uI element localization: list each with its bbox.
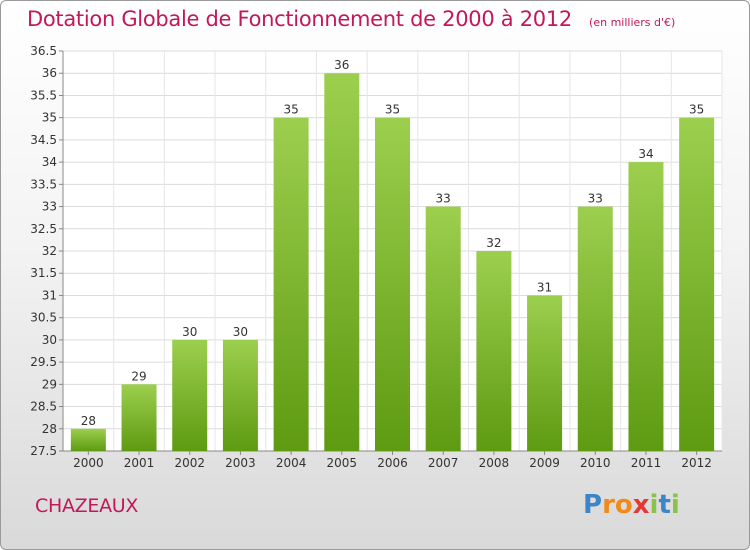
bar [527, 295, 563, 451]
commune-name: CHAZEAUX [35, 495, 139, 517]
logo-letter: t [658, 490, 671, 520]
x-tick-label: 2005 [327, 456, 358, 470]
y-tick-label: 35.5 [30, 88, 57, 102]
bar-value-label: 30 [233, 325, 248, 339]
y-tick-label: 34.5 [30, 133, 57, 147]
bar-value-label: 33 [436, 192, 451, 206]
labels: 27.5 28 28.5 29 29.5 30 30.5 31 31.5 32 32.5 33 33.5… [30, 44, 712, 470]
bar-value-label: 33 [588, 192, 603, 206]
bar-value-label: 28 [81, 414, 96, 428]
bar [628, 162, 664, 451]
y-tick-label: 35 [42, 111, 57, 125]
x-tick-label: 2007 [428, 456, 459, 470]
bar [577, 206, 613, 451]
bar-value-label: 30 [182, 325, 197, 339]
y-tick-label: 30.5 [30, 311, 57, 325]
logo-letter: i [670, 490, 680, 520]
y-tick-label: 29.5 [30, 355, 57, 369]
bar [273, 117, 309, 452]
logo-letter: i [649, 490, 659, 520]
x-tick-label: 2010 [580, 456, 611, 470]
logo-letter: x [632, 490, 650, 520]
y-tick-label: 31.5 [30, 266, 57, 280]
bar-value-label: 31 [537, 280, 552, 294]
bars [70, 73, 715, 452]
y-tick-label: 27.5 [30, 444, 57, 458]
x-tick-label: 2004 [276, 456, 307, 470]
y-tick-label: 36 [42, 66, 57, 80]
x-tick-label: 2012 [681, 456, 712, 470]
x-tick-label: 2000 [73, 456, 104, 470]
bar-value-label: 32 [486, 236, 501, 250]
bar-value-label: 36 [334, 58, 349, 72]
bar [324, 73, 360, 451]
bar-value-label: 34 [638, 147, 653, 161]
bar [476, 251, 512, 451]
y-tick-label: 34 [42, 155, 57, 169]
chart-subtitle: (en milliers d'€) [589, 16, 676, 29]
bar [121, 384, 157, 451]
bar-value-label: 35 [283, 103, 298, 117]
title-block: Dotation Globale de Fonctionnement de 20… [27, 7, 675, 31]
logo-letter: o [614, 490, 633, 520]
x-tick-label: 2006 [377, 456, 408, 470]
x-tick-label: 2009 [529, 456, 560, 470]
y-tick-label: 28.5 [30, 400, 57, 414]
bar [172, 339, 208, 451]
x-tick-label: 2008 [479, 456, 510, 470]
bar [222, 339, 258, 451]
y-tick-label: 31 [42, 288, 57, 302]
y-tick-label: 32.5 [30, 222, 57, 236]
x-tick-label: 2003 [225, 456, 256, 470]
bar [70, 428, 106, 451]
logo-letter: P [583, 490, 603, 520]
x-tick-label: 2001 [124, 456, 155, 470]
y-tick-label: 36.5 [30, 44, 57, 58]
logo-letter: r [602, 490, 615, 520]
bar [375, 117, 410, 452]
x-tick-label: 2002 [174, 456, 205, 470]
y-tick-label: 28 [42, 422, 57, 436]
chart-title: Dotation Globale de Fonctionnement de 20… [27, 7, 572, 31]
bar [425, 206, 461, 451]
bar-value-label: 29 [131, 369, 146, 383]
y-tick-label: 32 [42, 244, 57, 258]
y-tick-label: 29 [42, 377, 57, 391]
y-tick-label: 33.5 [30, 177, 57, 191]
bar-value-label: 35 [689, 103, 704, 117]
bar [679, 117, 715, 452]
proxiti-logo[interactable]: Proxiti [583, 490, 680, 520]
x-tick-label: 2011 [631, 456, 662, 470]
y-tick-label: 30 [42, 333, 57, 347]
y-tick-label: 33 [42, 200, 57, 214]
bar-value-label: 35 [385, 103, 400, 117]
